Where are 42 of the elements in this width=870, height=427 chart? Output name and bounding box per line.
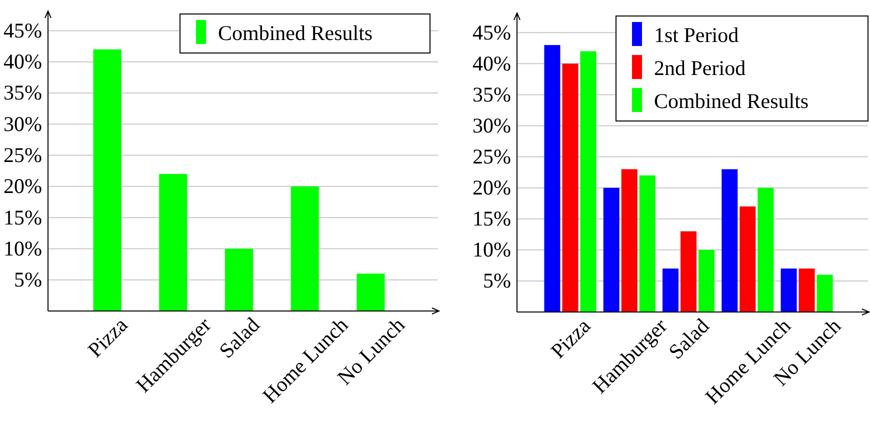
- bar: [780, 268, 797, 312]
- bar: [544, 45, 560, 312]
- y-tick-label: 25%: [472, 144, 511, 169]
- y-tick-label: 5%: [14, 268, 42, 292]
- legend-label: 2nd Period: [654, 56, 746, 80]
- y-tick-label: 40%: [472, 51, 511, 76]
- y-tick-label: 35%: [4, 80, 42, 105]
- bar: [816, 274, 833, 312]
- y-tick-label: 5%: [483, 268, 511, 293]
- y-tick-label: 20%: [4, 174, 42, 198]
- y-tick-label: 15%: [4, 205, 42, 230]
- y-tick-label: 10%: [4, 236, 42, 260]
- y-tick-label: 20%: [472, 176, 511, 200]
- bar: [290, 186, 319, 311]
- bar: [621, 169, 638, 312]
- y-tick-label: 45%: [4, 18, 42, 42]
- bar: [93, 49, 122, 311]
- bar: [698, 250, 714, 312]
- bar: [603, 188, 620, 312]
- y-tick-label: 40%: [4, 50, 42, 74]
- bar: [225, 248, 253, 311]
- legend-label: Combined Results: [654, 89, 809, 113]
- y-tick-label: 30%: [4, 112, 42, 136]
- bar: [722, 169, 738, 312]
- bar: [639, 175, 656, 312]
- bar: [740, 206, 756, 312]
- bar: [758, 188, 774, 312]
- legend-label: Combined Results: [218, 21, 373, 45]
- bar: [798, 268, 815, 312]
- y-tick-label: 10%: [472, 238, 511, 262]
- bar: [356, 274, 385, 311]
- y-tick-label: 25%: [4, 142, 42, 167]
- legend-label: 1st Period: [654, 23, 740, 47]
- bar: [680, 231, 696, 312]
- bar: [580, 51, 596, 312]
- bar: [662, 268, 678, 312]
- y-tick-label: 15%: [472, 206, 511, 231]
- bar: [562, 64, 578, 312]
- y-tick-label: 45%: [472, 20, 511, 44]
- bar: [159, 174, 188, 311]
- y-tick-label: 35%: [472, 82, 511, 106]
- y-tick-label: 30%: [472, 113, 511, 138]
